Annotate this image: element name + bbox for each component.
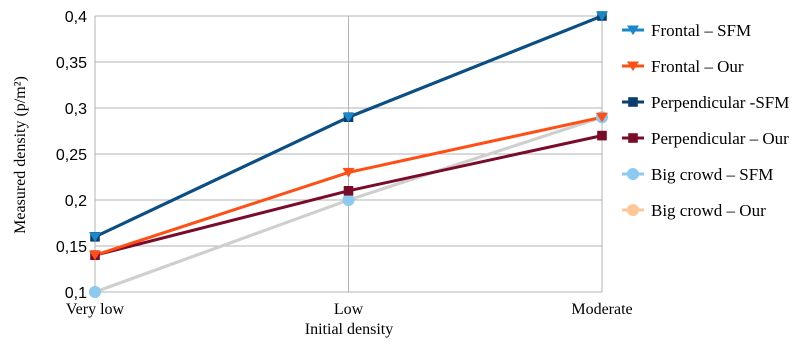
x-axis-ticks: Very low Low Moderate	[66, 301, 633, 318]
legend-marker	[627, 61, 639, 72]
legend-label: Perpendicular -SFM	[651, 93, 789, 112]
data-point	[342, 167, 355, 178]
legend-marker	[628, 133, 638, 143]
legend-marker	[627, 204, 639, 216]
data-point	[596, 112, 608, 123]
x-axis-title: Initial density	[305, 321, 393, 338]
data-point	[89, 250, 101, 261]
legend-marker	[627, 168, 639, 180]
y-tick-label: 0,3	[65, 101, 87, 118]
grid-lines	[94, 15, 603, 293]
legend-label: Frontal – SFM	[651, 21, 751, 40]
data-point	[597, 130, 607, 141]
legend-label: Frontal – Our	[651, 57, 744, 76]
data-point	[89, 232, 101, 242]
data-point	[342, 194, 355, 206]
data-point	[343, 186, 354, 196]
legend: Frontal – SFM Frontal – Our Perpendicular …	[622, 21, 789, 220]
y-tick-label: 0,4	[65, 9, 87, 26]
data-point	[89, 286, 101, 298]
y-axis-ticks: 0,1 0,15 0,2 0,25 0,3 0,35 0,4	[56, 9, 87, 302]
x-tick-label: Very low	[66, 301, 125, 318]
series-markers	[89, 11, 608, 298]
legend-label: Perpendicular – Our	[651, 129, 789, 148]
legend-label: Big crowd – Our	[651, 201, 766, 220]
y-tick-label: 0,35	[56, 55, 87, 72]
y-tick-label: 0,25	[56, 147, 87, 164]
x-tick-label: Moderate	[571, 301, 632, 318]
legend-marker	[627, 25, 639, 36]
x-tick-label: Low	[334, 301, 364, 318]
y-tick-label: 0,1	[65, 285, 87, 302]
legend-marker	[628, 97, 638, 107]
data-point	[342, 112, 355, 123]
y-axis-title: Measured density (p/m²)	[12, 76, 29, 234]
data-point	[596, 11, 608, 22]
y-tick-label: 0,2	[65, 193, 87, 210]
legend-label: Big crowd – SFM	[651, 165, 773, 184]
y-tick-label: 0,15	[56, 239, 87, 256]
